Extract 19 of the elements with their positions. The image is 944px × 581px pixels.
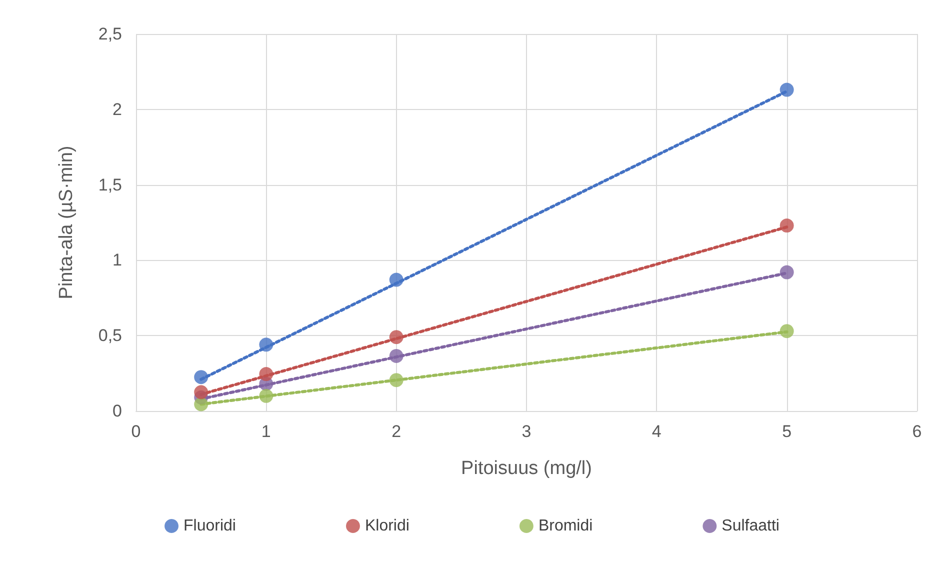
legend-label: Kloridi — [364, 518, 410, 534]
y-tick-label: 1,5 — [98, 175, 122, 194]
legend-label: Fluoridi — [184, 518, 236, 534]
y-axis-title: Pinta-ala (µS·min) — [56, 146, 77, 300]
legend-label: Bromidi — [538, 518, 593, 534]
y-tick-label: 1 — [112, 250, 122, 270]
x-tick-label: 6 — [912, 422, 922, 441]
y-tick-label: 2,5 — [98, 24, 122, 44]
y-tick-label: 2 — [112, 100, 122, 119]
legend-label: Sulfaatti — [722, 518, 780, 534]
x-tick-label: 3 — [522, 422, 532, 441]
x-tick-label: 2 — [392, 422, 402, 441]
x-tick-label: 1 — [261, 422, 271, 441]
x-tick-label: 0 — [131, 422, 141, 441]
x-tick-label: 4 — [652, 422, 662, 441]
y-tick-label: 0 — [112, 402, 122, 420]
y-tick-label: 0,5 — [98, 326, 122, 346]
x-tick-label: 5 — [782, 422, 792, 441]
x-axis-title: Pitoisuus (mg/l) — [461, 458, 592, 479]
